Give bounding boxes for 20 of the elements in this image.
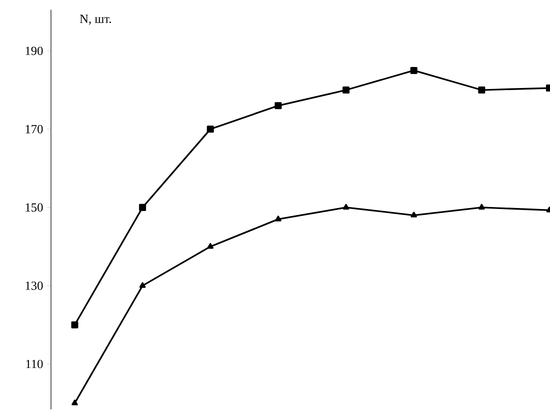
y-tick-label: 150 [26,203,43,212]
point [139,204,146,212]
y-tick-label: 110 [26,360,43,368]
point [139,282,146,288]
y-axis-title: N, шт. [80,14,111,25]
point [478,204,485,210]
y-tick-label: 190 [26,46,43,56]
point [206,126,214,133]
y-tick-label: 130 [26,282,43,290]
point [410,67,418,74]
point [342,86,350,94]
point [478,86,486,94]
point [207,243,214,249]
point [72,400,78,406]
point [71,322,78,329]
point [342,204,350,210]
point [274,102,282,110]
y-tick-label: 170 [26,125,43,134]
point [410,212,417,218]
point [275,216,282,222]
